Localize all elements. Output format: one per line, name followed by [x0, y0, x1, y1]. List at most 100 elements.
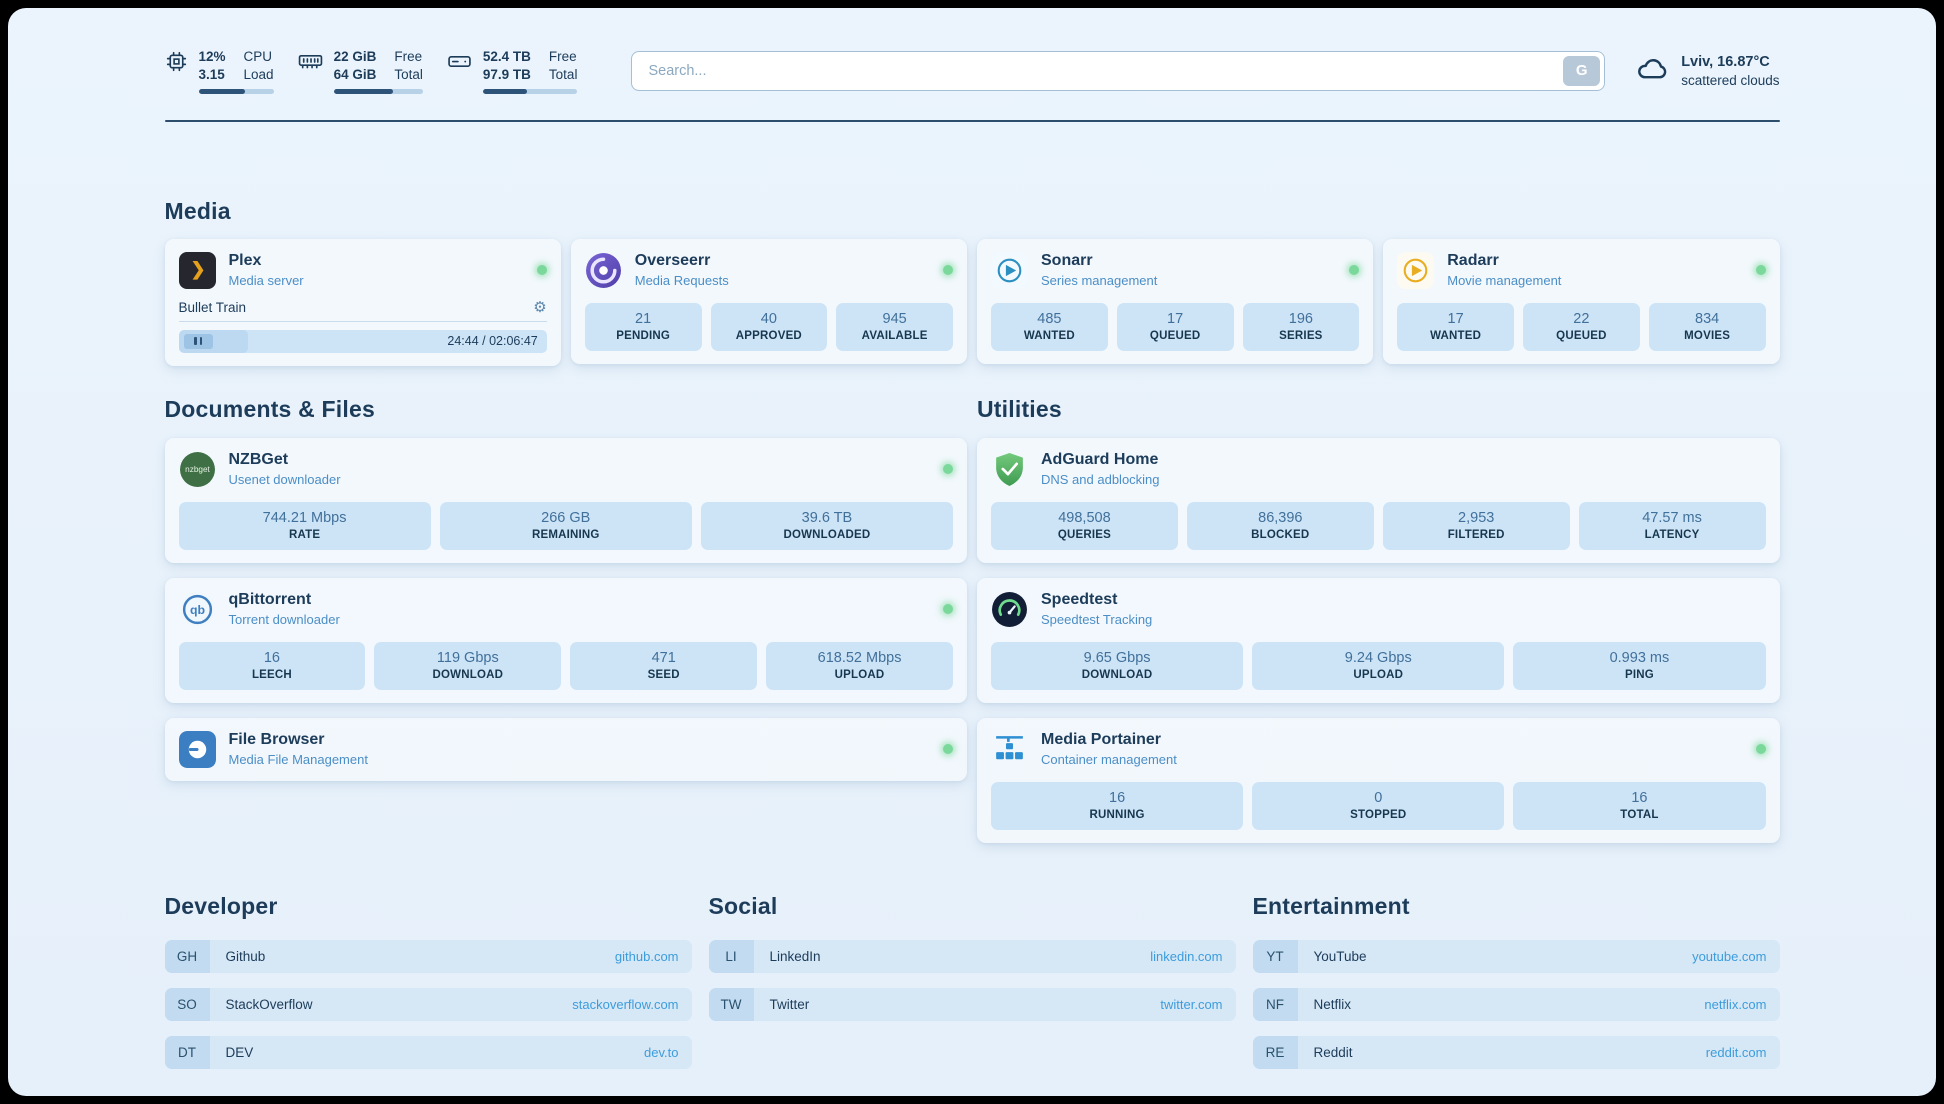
- app-title: qBittorrent: [228, 591, 312, 609]
- overseerr-icon: [585, 252, 622, 289]
- speedtest-icon: [991, 591, 1028, 628]
- disk-widget: 52.4 TB 97.9 TB Free Total: [447, 48, 578, 94]
- bookmark-abbr: YT: [1252, 939, 1298, 973]
- cloud-icon: [1635, 51, 1669, 90]
- status-dot: [943, 744, 953, 755]
- bookmark-name: StackOverflow: [225, 996, 313, 1012]
- status-dot: [1349, 265, 1360, 276]
- stat-box: 2,953 FILTERED: [1382, 501, 1570, 550]
- disk-usage-bar: [482, 88, 578, 94]
- sonarr-card[interactable]: Sonarr Series management 485 WANTED 17 QUE…: [977, 238, 1374, 364]
- app-title: Radarr: [1447, 252, 1499, 270]
- documents-column: Documents & Files nzbget NZBGet Usenet d…: [164, 396, 967, 781]
- ram-free-value: 22 GiB: [333, 49, 377, 64]
- search-input[interactable]: [631, 50, 1606, 91]
- bookmark-link[interactable]: github.com: [614, 948, 679, 964]
- cpu-icon: [165, 50, 188, 94]
- adguard-card[interactable]: AdGuard Home DNS and adblocking 498,508 Q…: [977, 437, 1780, 563]
- qbittorrent-card[interactable]: qb qBittorrent Torrent downloader 16 LEEC…: [164, 577, 967, 703]
- stat-box: 17 WANTED: [1397, 302, 1514, 351]
- app-title: Media Portainer: [1041, 731, 1162, 749]
- now-playing-title: Bullet Train: [178, 299, 247, 315]
- status-dot: [1755, 744, 1766, 755]
- bookmark-reddit[interactable]: RE Reddit reddit.com: [1252, 1035, 1780, 1069]
- app-title: Plex: [228, 252, 262, 270]
- app-title: Speedtest: [1041, 591, 1118, 609]
- bookmark-github[interactable]: GH Github github.com: [164, 939, 692, 973]
- bookmark-link[interactable]: stackoverflow.com: [572, 996, 679, 1012]
- stat-box: 9.24 Gbps UPLOAD: [1252, 641, 1505, 690]
- app-title: AdGuard Home: [1041, 451, 1159, 469]
- speedtest-card[interactable]: Speedtest Speedtest Tracking 9.65 Gbps DO…: [977, 577, 1780, 703]
- media-grid: ❯ Plex Media server Bullet Train ⚙ 24:44…: [164, 238, 1780, 366]
- plex-player-bar[interactable]: 24:44 / 02:06:47: [178, 329, 547, 353]
- status-dot: [1755, 265, 1766, 276]
- bookmark-youtube[interactable]: YT YouTube youtube.com: [1252, 939, 1780, 973]
- stat-box: 86,396 BLOCKED: [1186, 501, 1374, 550]
- bookmark-netflix[interactable]: NF Netflix netflix.com: [1252, 987, 1780, 1021]
- bookmark-abbr: LI: [708, 939, 754, 973]
- stat-box: 485 WANTED: [991, 302, 1108, 351]
- app-subtitle: Container management: [1041, 751, 1177, 767]
- bookmark-name: Github: [225, 948, 266, 964]
- cpu-widget: 12% 3.15 CPU Load: [165, 48, 274, 94]
- bookmark-link[interactable]: twitter.com: [1160, 996, 1223, 1012]
- disk-total-value: 97.9 TB: [482, 66, 531, 82]
- bookmark-name: DEV: [225, 1044, 254, 1060]
- bookmark-link[interactable]: netflix.com: [1704, 996, 1767, 1012]
- cpu-usage-bar: [198, 88, 274, 94]
- plex-card[interactable]: ❯ Plex Media server Bullet Train ⚙ 24:44…: [164, 238, 561, 366]
- stat-box: 16 RUNNING: [991, 781, 1244, 830]
- filebrowser-icon: [178, 730, 216, 768]
- bookmark-name: YouTube: [1313, 948, 1367, 964]
- stat-box: 21 PENDING: [584, 302, 702, 351]
- bookmarks: Developer GH Github github.com SO StackO…: [164, 892, 1780, 1084]
- app-subtitle: Torrent downloader: [228, 611, 340, 627]
- filebrowser-card[interactable]: File Browser Media File Management: [164, 717, 967, 781]
- stat-box: 22 QUEUED: [1523, 302, 1640, 351]
- svg-text:nzbget: nzbget: [185, 465, 210, 474]
- bookmark-link[interactable]: linkedin.com: [1150, 948, 1223, 964]
- bookmark-linkedin[interactable]: LI LinkedIn linkedin.com: [708, 939, 1236, 973]
- status-dot: [943, 265, 953, 276]
- stat-box: 16 LEECH: [178, 641, 366, 690]
- cpu-label: CPU: [243, 49, 273, 64]
- search-provider-button[interactable]: G: [1563, 55, 1601, 86]
- ram-free-label: Free: [394, 49, 423, 64]
- stat-box: 17 QUEUED: [1116, 302, 1234, 351]
- bookmark-twitter[interactable]: TW Twitter twitter.com: [708, 987, 1236, 1021]
- bookmark-link[interactable]: dev.to: [644, 1044, 679, 1060]
- playback-time: 24:44 / 02:06:47: [447, 334, 538, 349]
- stat-box: 744.21 Mbps RATE: [178, 501, 431, 550]
- bookmark-link[interactable]: youtube.com: [1692, 948, 1767, 964]
- stat-box: 471 SEED: [570, 641, 758, 690]
- overseerr-card[interactable]: Overseerr Media Requests 21 PENDING 40 APP…: [570, 238, 967, 364]
- bookmark-name: LinkedIn: [769, 948, 821, 964]
- bookmark-group-developer: Developer GH Github github.com SO StackO…: [164, 893, 692, 1084]
- stat-box: 0 STOPPED: [1252, 781, 1505, 830]
- bookmark-abbr: DT: [164, 1035, 210, 1069]
- bookmark-abbr: TW: [708, 987, 754, 1021]
- pause-button[interactable]: [183, 333, 213, 349]
- app-subtitle: Media Requests: [634, 272, 729, 288]
- cpu-load-label: Load: [243, 66, 274, 82]
- bookmark-dev[interactable]: DT DEV dev.to: [164, 1035, 692, 1069]
- stat-box: 16 TOTAL: [1513, 781, 1766, 830]
- app-title: File Browser: [228, 731, 325, 749]
- cpu-load-value: 3.15: [198, 66, 225, 82]
- disk-free-label: Free: [548, 49, 577, 64]
- app-subtitle: Movie management: [1447, 272, 1562, 288]
- bookmark-stackoverflow[interactable]: SO StackOverflow stackoverflow.com: [164, 987, 692, 1021]
- nzbget-icon: nzbget: [179, 451, 216, 488]
- nzbget-card[interactable]: nzbget NZBGet Usenet downloader 744.21 M…: [164, 437, 967, 563]
- disk-icon: [447, 50, 472, 94]
- app-subtitle: DNS and adblocking: [1041, 471, 1160, 487]
- settings-gear-icon[interactable]: ⚙: [533, 298, 547, 316]
- entertainment-section-title: Entertainment: [1252, 892, 1410, 919]
- bookmark-link[interactable]: reddit.com: [1705, 1044, 1767, 1060]
- portainer-card[interactable]: Media Portainer Container management 16 R…: [977, 717, 1780, 843]
- portainer-icon: [991, 731, 1028, 768]
- stat-box: 266 GB REMAINING: [439, 501, 692, 550]
- radarr-card[interactable]: Radarr Movie management 17 WANTED 22 QUEUE…: [1383, 238, 1780, 364]
- sonarr-icon: [991, 251, 1028, 289]
